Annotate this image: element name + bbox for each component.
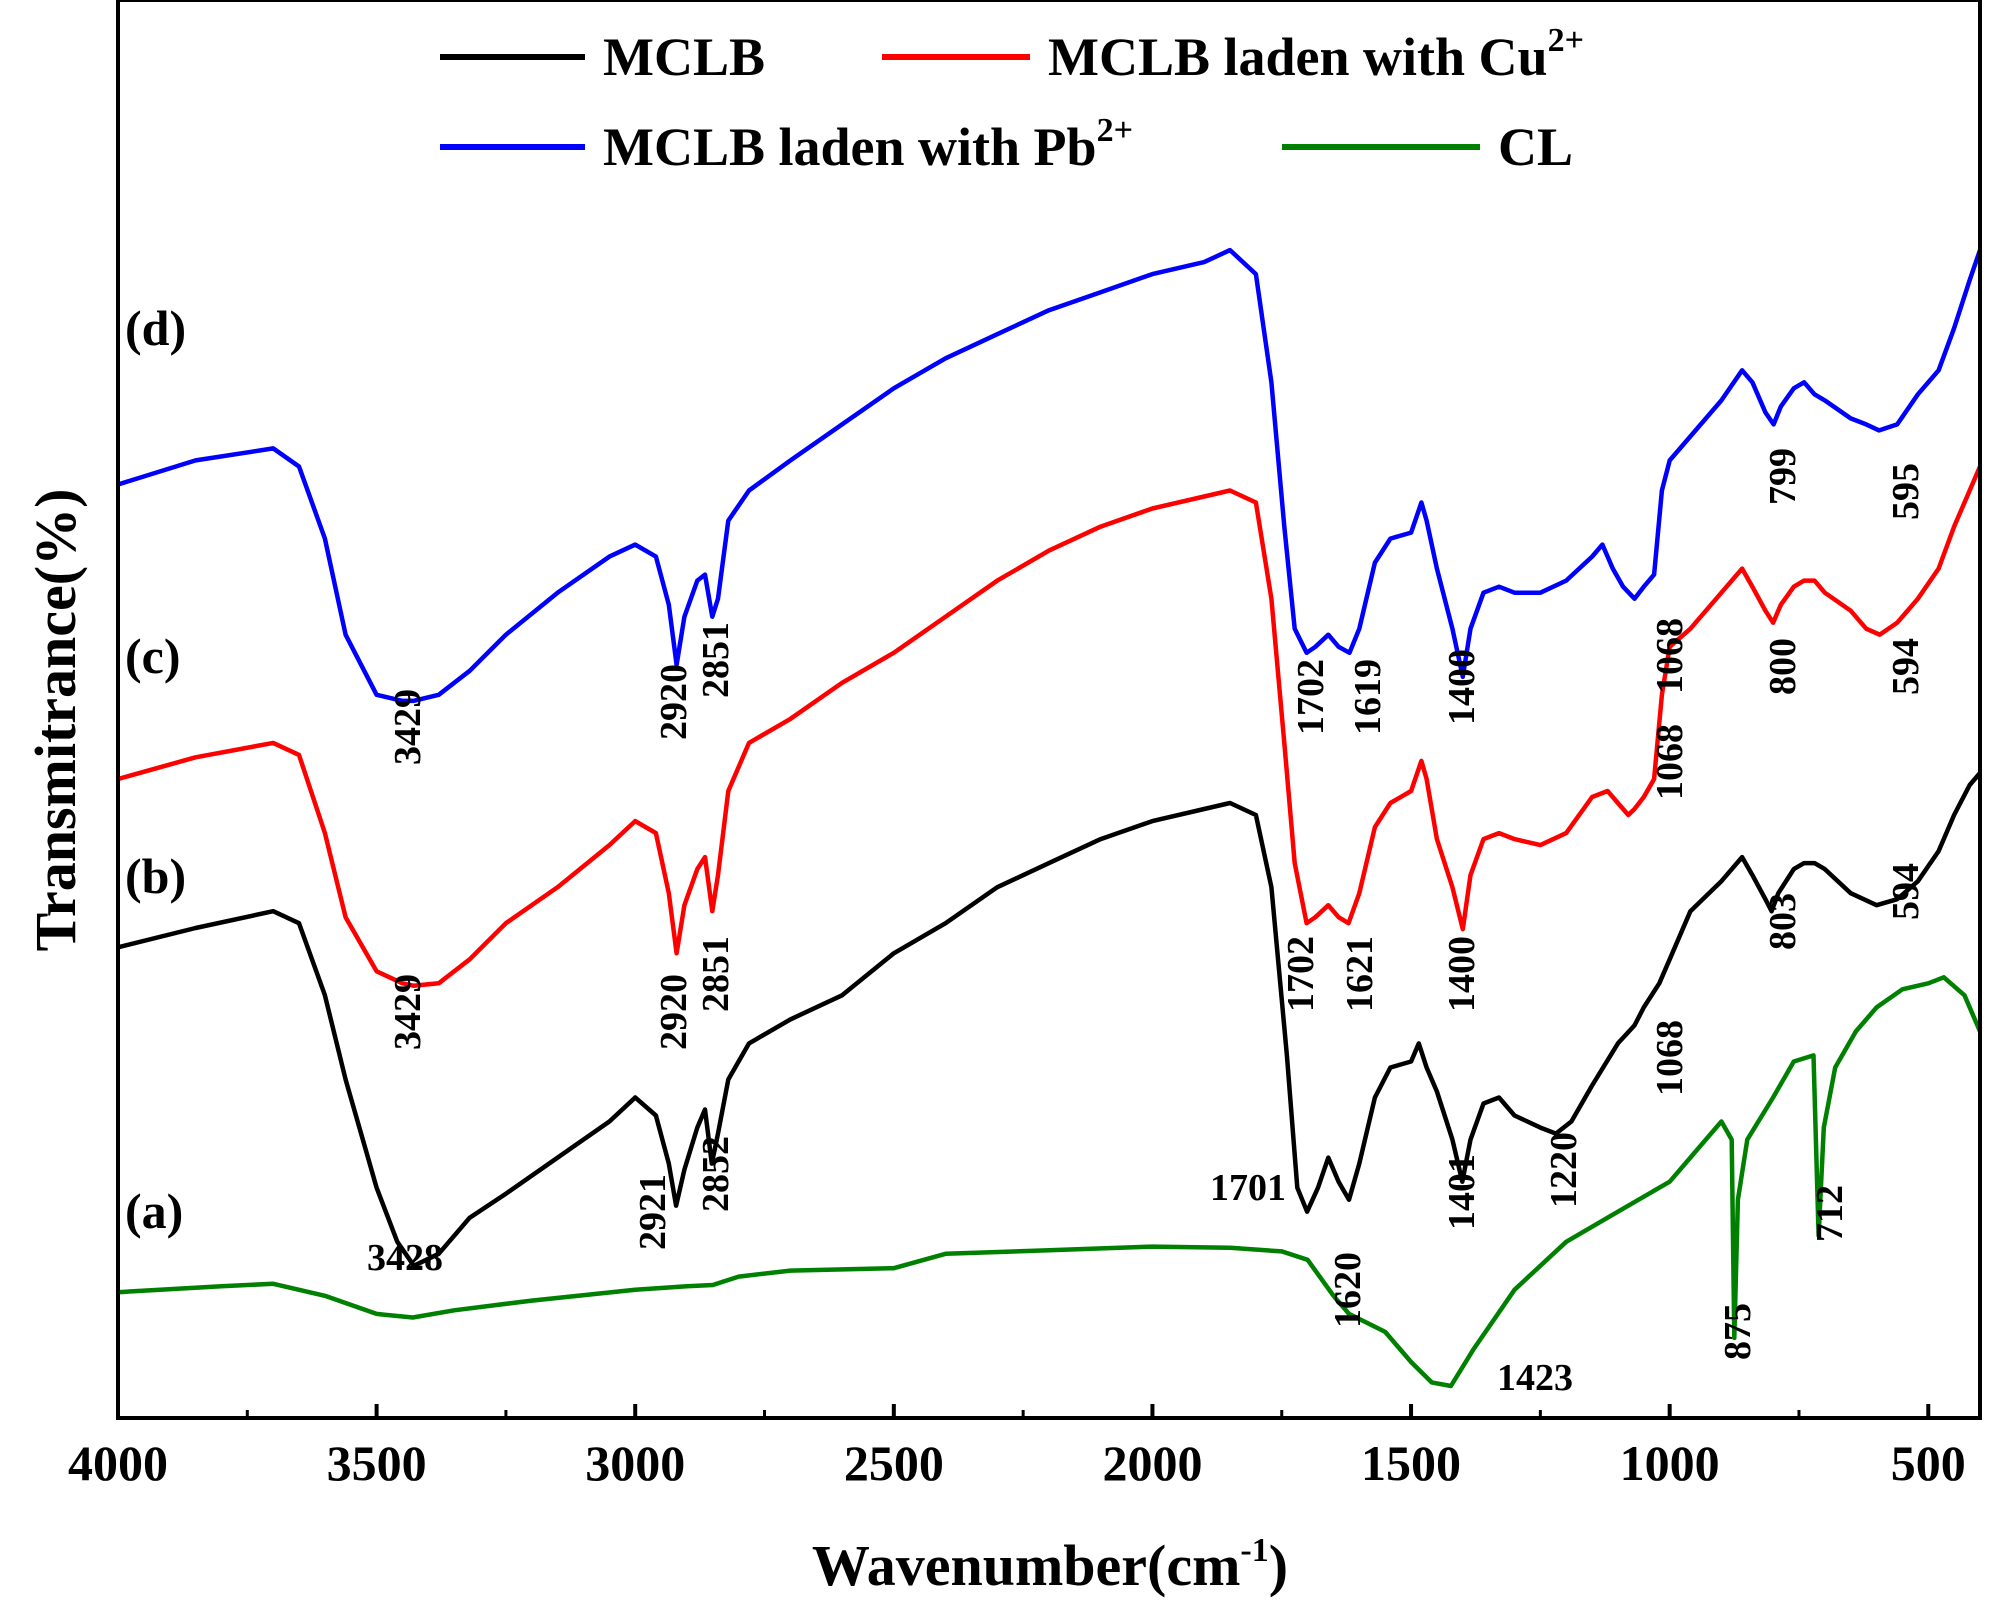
x-tick-label: 2500 [844, 1435, 944, 1491]
peak-label-mclb-803: 803 [1762, 893, 1804, 950]
legend-label-cl: CL [1498, 117, 1573, 177]
peak-label-cl-712: 712 [1809, 1185, 1851, 1242]
series-line-mclb-laden-with-pb2 [117, 247, 1983, 704]
peak-label-mclb-laden-with-cu2-1702: 1702 [1280, 936, 1322, 1012]
x-tick-label: 1000 [1620, 1435, 1720, 1491]
x-tick-label: 500 [1891, 1435, 1966, 1491]
series-line-cl [117, 975, 1983, 1389]
legend-label-mclb-laden-with-cu2: MCLB laden with Cu2+ [1048, 22, 1584, 87]
peak-label-mclb-laden-with-cu2-2851: 2851 [695, 936, 737, 1012]
peak-label-mclb-laden-with-cu2-594: 594 [1885, 638, 1927, 695]
curves-layer [117, 247, 1983, 1389]
peak-label-mclb-laden-with-cu2-1400: 1400 [1441, 936, 1483, 1012]
legend-label-mclb: MCLB [603, 27, 765, 87]
x-tick-label: 2000 [1102, 1435, 1202, 1491]
peak-label-mclb-1401: 1401 [1441, 1154, 1483, 1230]
legend-label-mclb-laden-with-pb2: MCLB laden with Pb2+ [603, 112, 1133, 177]
curve-tag--d: (d) [125, 300, 186, 356]
curve-tag--c: (c) [125, 628, 181, 684]
y-axis-title: Transmitrance(%) [23, 489, 88, 952]
peak-label-mclb-laden-with-pb2-1400: 1400 [1441, 649, 1483, 725]
plot-frame [116, 0, 1982, 1420]
peak-label-mclb-laden-with-pb2-2851: 2851 [695, 622, 737, 698]
peak-label-mclb-laden-with-pb2-1068: 1068 [1649, 618, 1691, 694]
peak-label-cl-875: 875 [1717, 1303, 1759, 1360]
legend: MCLB MCLB laden with Cu2+ MCLB laden with … [440, 22, 1584, 177]
peak-label-mclb-laden-with-pb2-3429: 3429 [387, 689, 429, 765]
x-axis-title-sup: -1 [1240, 1532, 1268, 1569]
peak-label-mclb-1068: 1068 [1649, 1020, 1691, 1096]
peak-label-cl-1620: 1620 [1327, 1252, 1369, 1328]
peak-label-mclb-594: 594 [1885, 863, 1927, 920]
peak-label-mclb-1701: 1701 [1210, 1167, 1286, 1209]
peak-label-mclb-laden-with-cu2-1621: 1621 [1339, 936, 1381, 1012]
x-tick-label: 3500 [327, 1435, 427, 1491]
peak-label-mclb-laden-with-pb2-1702: 1702 [1290, 659, 1332, 735]
peak-label-mclb-laden-with-pb2-595: 595 [1885, 463, 1927, 520]
peak-label-mclb-1220: 1220 [1543, 1132, 1585, 1208]
peak-label-mclb-2852: 2852 [695, 1136, 737, 1212]
peak-label-mclb-laden-with-pb2-2920: 2920 [653, 664, 695, 740]
x-ticks-layer: 4000 3500 3000 2500 2000 1500 1000 500 [68, 1404, 1966, 1491]
series-line-mclb [117, 771, 1982, 1269]
peak-labels-layer: 3428 1620 1423 875 712 2921 2852 1701 1401 1220 10… [367, 448, 1927, 1399]
curve-tag--b: (b) [125, 848, 186, 904]
peak-label-mclb-laden-with-cu2-3429: 3429 [387, 974, 429, 1050]
peak-label-mclb-laden-with-pb2-799: 799 [1762, 448, 1804, 505]
x-tick-label: 1500 [1361, 1435, 1461, 1491]
peak-label-mclb-laden-with-cu2-2920: 2920 [653, 974, 695, 1050]
peak-label-cl-3428: 3428 [367, 1237, 443, 1279]
curve-tag--a: (a) [125, 1183, 183, 1239]
peak-label-cl-1423: 1423 [1497, 1357, 1573, 1399]
x-axis-title: Wavenumber(cm-1) [812, 1532, 1288, 1598]
x-axis-title-main: Wavenumber(cm [812, 1533, 1241, 1598]
peak-label-mclb-2921: 2921 [632, 1174, 674, 1250]
x-axis-title-end: ) [1269, 1533, 1288, 1598]
x-tick-label: 4000 [68, 1435, 168, 1491]
peak-label-mclb-laden-with-cu2-800: 800 [1762, 638, 1804, 695]
peak-label-mclb-laden-with-cu2-1068: 1068 [1649, 724, 1691, 800]
peak-label-mclb-laden-with-pb2-1619: 1619 [1347, 659, 1389, 735]
curve-tags-layer: (a) (b) (c) (d) [125, 300, 186, 1239]
x-tick-label: 3000 [585, 1435, 685, 1491]
series-line-mclb-laden-with-cu2 [117, 465, 1983, 988]
